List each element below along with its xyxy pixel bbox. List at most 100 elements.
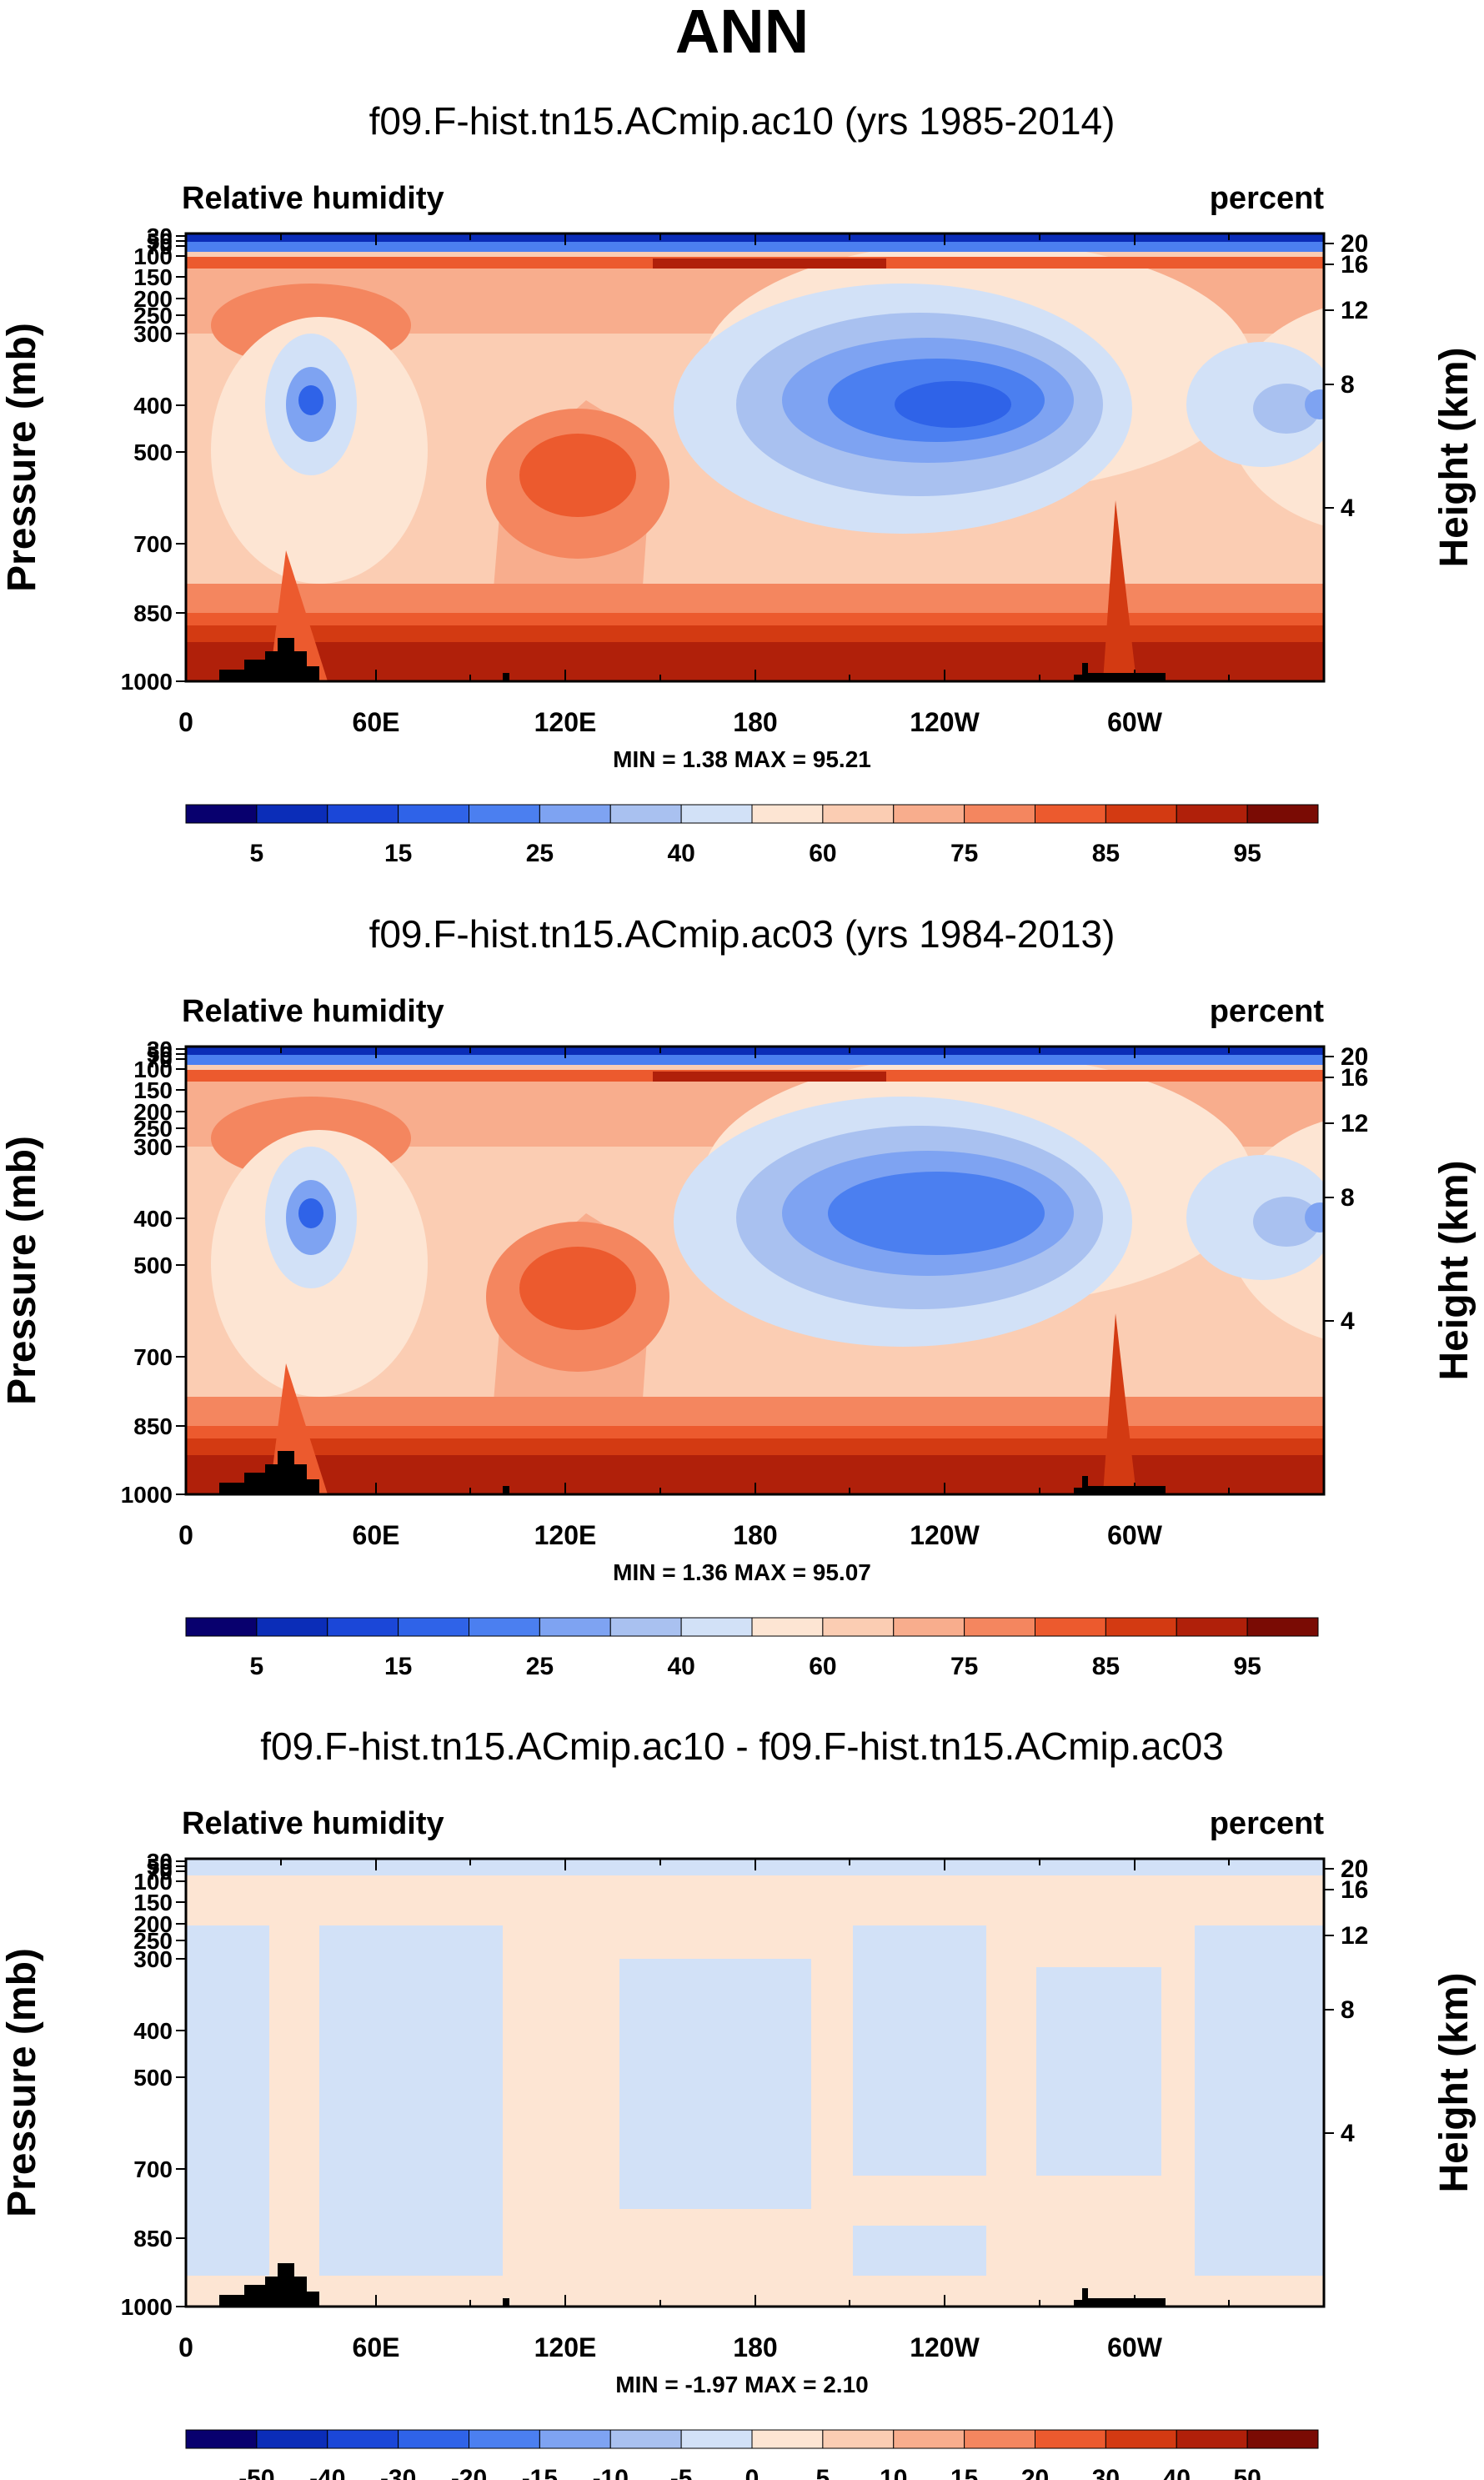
colorbar-label: -50 [238, 2465, 274, 2480]
y-tick-label: 500 [133, 439, 173, 465]
colorbar-label: 85 [1092, 840, 1120, 867]
y2-axis-label: Height (km) [1432, 348, 1476, 568]
colorbar-label: 10 [880, 2465, 907, 2480]
colorbar-label: 95 [1233, 1653, 1261, 1680]
colorbar-swatch [1035, 804, 1106, 824]
x-tick-label: 60E [353, 1520, 400, 1550]
y-tick-label: 200 [133, 1911, 173, 1937]
colorbar-swatch [539, 2429, 611, 2449]
contour-region [186, 1925, 269, 2176]
colorbar-swatch [398, 2429, 469, 2449]
contour-region [619, 1959, 811, 2209]
y2-tick-label: 12 [1341, 1110, 1368, 1137]
colorbar-swatch [1246, 2429, 1319, 2449]
y2-tick-label: 16 [1341, 251, 1368, 279]
colorbar-swatch [1035, 1617, 1106, 1637]
topography [503, 1486, 509, 1494]
colorbar-swatch [469, 2429, 540, 2449]
plot-area [186, 233, 1324, 681]
y-tick-label: 70 [147, 233, 173, 259]
y2-tick-label: 8 [1341, 1996, 1355, 2024]
colorbar-swatch [1176, 1617, 1248, 1637]
colorbar-swatch [1176, 2429, 1248, 2449]
topography [503, 2298, 509, 2307]
contour-region [298, 385, 323, 415]
contour-region [853, 2176, 986, 2226]
colorbar-swatch [185, 1617, 258, 1637]
colorbar-swatch [256, 2429, 328, 2449]
y-tick-label: 850 [133, 1413, 173, 1439]
y2-axis-label: Height (km) [1432, 1973, 1476, 2193]
x-tick-label: 60W [1107, 2332, 1163, 2362]
y2-tick-label: 12 [1341, 1922, 1368, 1950]
y-axis-label: Pressure (mb) [0, 323, 44, 592]
colorbar-swatch [964, 2429, 1035, 2449]
topography [1074, 1476, 1166, 1494]
colorbar-label: 95 [1233, 840, 1261, 867]
panel-3-title: f09.F-hist.tn15.ACmip.ac10 - f09.F-hist.… [260, 1724, 1224, 1768]
colorbar-swatch [751, 1617, 824, 1637]
colorbar-label: 60 [809, 1653, 836, 1680]
colorbar-swatch [680, 2429, 753, 2449]
x-tick-label: 180 [733, 1520, 777, 1550]
units-label: percent [1210, 994, 1325, 1029]
y-tick-label: 1000 [121, 669, 173, 695]
x-tick-label: 120W [910, 2332, 980, 2362]
contour-region [269, 1875, 319, 2307]
colorbar-swatch [539, 804, 611, 824]
y-tick-label: 300 [133, 321, 173, 347]
colorbar-swatch [1105, 2429, 1177, 2449]
x-tick-label: 120W [910, 707, 980, 737]
y-axis-label: Pressure (mb) [0, 1948, 44, 2217]
colorbar-label: 25 [526, 1653, 554, 1680]
contour-region [1253, 384, 1320, 434]
min-max-label: MIN = -1.97 MAX = 2.10 [615, 2372, 868, 2397]
x-tick-label: 60W [1107, 707, 1163, 737]
y-tick-label: 100 [133, 1869, 173, 1895]
y2-axis-label: Height (km) [1432, 1161, 1476, 1381]
y-tick-label: 850 [133, 600, 173, 626]
colorbar-swatch [1176, 804, 1248, 824]
y-tick-label: 150 [133, 1890, 173, 1915]
y-tick-label: 150 [133, 1077, 173, 1103]
y-tick-label: 150 [133, 264, 173, 290]
colorbar-label: 40 [667, 1653, 694, 1680]
colorbar-swatch [609, 804, 682, 824]
y-tick-label: 400 [133, 1206, 173, 1232]
colorbar-label: 40 [667, 840, 694, 867]
y2-tick-label: 20 [1341, 1855, 1368, 1883]
contour-region [1305, 1202, 1324, 1232]
topography [219, 1451, 319, 1494]
colorbar-label: 5 [816, 2465, 830, 2480]
y-tick-label: 250 [133, 303, 173, 329]
colorbar-swatch [822, 1617, 895, 1637]
x-tick-label: 120E [534, 2332, 597, 2362]
colorbar-swatch [185, 804, 258, 824]
y-tick-label: 30 [147, 1849, 173, 1875]
variable-label: Relative humidity [182, 181, 444, 216]
contour-region [828, 1172, 1045, 1255]
variable-label: Relative humidity [182, 994, 444, 1029]
y-tick-label: 30 [147, 1037, 173, 1062]
colorbar-swatch [256, 1617, 328, 1637]
colorbar-swatch [680, 1617, 753, 1637]
colorbar-label: 75 [950, 840, 978, 867]
contour-region [895, 381, 1011, 428]
panel-2-title: f09.F-hist.tn15.ACmip.ac03 (yrs 1984-201… [368, 912, 1116, 956]
colorbar-label: 0 [745, 2465, 760, 2480]
y-tick-label: 50 [147, 1854, 173, 1880]
y-tick-label: 1000 [121, 2294, 173, 2320]
y-tick-label: 200 [133, 286, 173, 312]
x-tick-label: 120E [534, 1520, 597, 1550]
colorbar-swatch [964, 804, 1035, 824]
y-tick-label: 50 [147, 228, 173, 254]
colorbar-label: 20 [1021, 2465, 1049, 2480]
colorbar-swatch [256, 804, 328, 824]
x-tick-label: 180 [733, 707, 777, 737]
colorbar-swatch [469, 804, 540, 824]
min-max-label: MIN = 1.38 MAX = 95.21 [613, 746, 871, 772]
colorbar-swatch [469, 1617, 540, 1637]
x-tick-label: 180 [733, 2332, 777, 2362]
contour-region [1036, 1967, 1161, 2176]
